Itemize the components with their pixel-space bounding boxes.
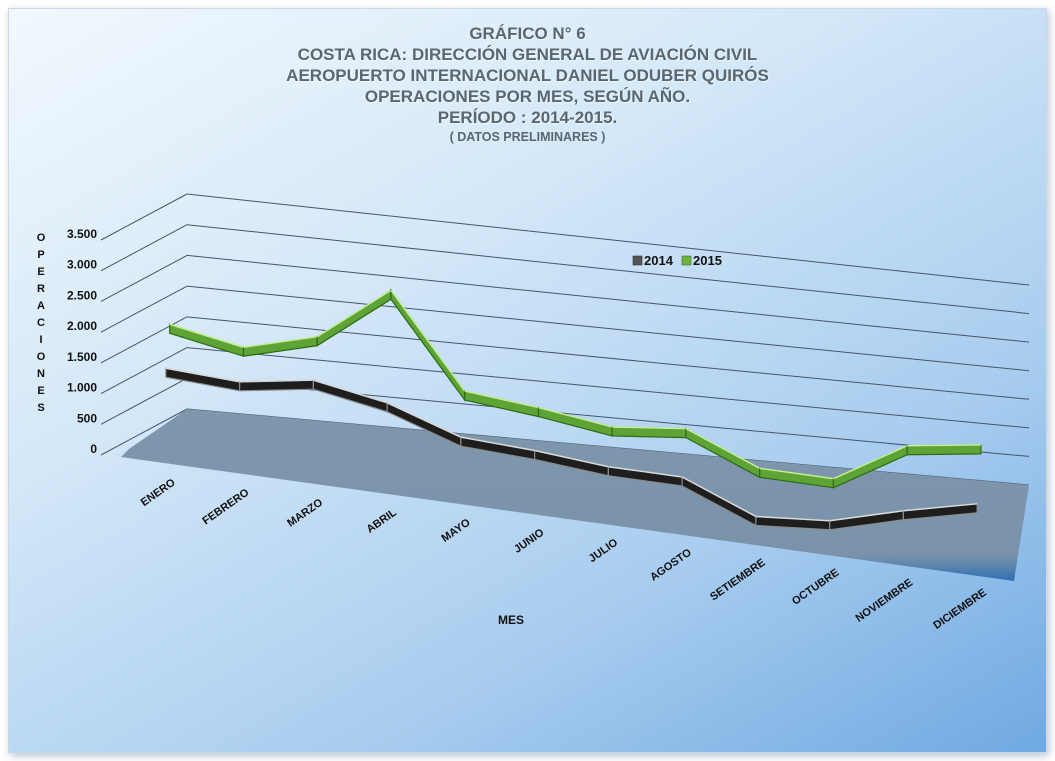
legend-label-2015: 2015	[693, 253, 722, 268]
series-2014-edge	[903, 503, 978, 512]
y-tick-label: 500	[77, 411, 97, 425]
x-tick-label: SETIEMBRE	[708, 557, 767, 604]
y-axis-title-letter: E	[37, 266, 44, 278]
grid-side-line	[100, 285, 188, 333]
y-axis-title-letter: S	[37, 402, 44, 414]
series-2015-segment	[242, 335, 318, 357]
chart-title-line-2: COSTA RICA: DIRECCIÓN GENERAL DE AVIACIÓ…	[297, 45, 758, 64]
series-2014-edge	[313, 379, 388, 404]
chart-frame: GRÁFICO N° 6 COSTA RICA: DIRECCIÓN GENER…	[8, 8, 1047, 753]
grid-side-line	[100, 224, 188, 272]
x-tick-label: FEBRERO	[200, 486, 251, 527]
y-tick-label: 2.500	[67, 288, 97, 302]
y-axis-title-letter: N	[37, 368, 45, 380]
grid-line	[186, 193, 1030, 286]
series-2014-edge	[534, 449, 609, 468]
series-2014-edge	[386, 402, 462, 438]
series-2015-edge	[243, 335, 318, 348]
legend-label-2014: 2014	[644, 253, 674, 268]
series-2015	[169, 288, 982, 489]
grid-side-line	[100, 377, 188, 425]
x-tick-label: OCTUBRE	[790, 567, 841, 608]
series-2014-edge	[608, 465, 683, 478]
y-axis-title-letter: O	[37, 351, 46, 363]
grid-line	[186, 254, 1030, 343]
x-tick-label: MAYO	[439, 516, 472, 544]
series-2015-edge	[464, 390, 539, 409]
series-2014	[165, 367, 978, 531]
y-axis-title-letter: E	[37, 385, 44, 397]
grid-side-line	[100, 316, 188, 364]
grid-side-line	[100, 347, 188, 395]
grid-side-line	[100, 408, 188, 456]
y-tick-label: 0	[90, 442, 97, 456]
series-2015-segment	[316, 289, 392, 347]
chart-floor	[121, 409, 1029, 581]
y-axis-title-letter: I	[39, 334, 42, 346]
y-tick-label: 1.500	[67, 350, 97, 364]
series-2015-edge	[685, 427, 761, 469]
series-2015-segment	[390, 288, 466, 402]
series-2014-edge	[460, 436, 535, 452]
series-2015-edge	[612, 426, 686, 430]
y-tick-label: 3.500	[67, 227, 97, 241]
chart-title-line-4: OPERACIONES POR MES, SEGÚN AÑO.	[364, 87, 691, 106]
x-tick-label: AGOSTO	[648, 546, 694, 583]
series-2014-edge	[165, 367, 240, 383]
y-axis-title-letter: O	[37, 232, 46, 244]
series-2015-edge	[538, 406, 613, 428]
series-2015-edge	[169, 323, 244, 348]
series-2015-edge	[759, 467, 834, 480]
y-tick-label: 3.000	[67, 258, 97, 272]
series-2014-edge	[755, 515, 830, 522]
chart-title-line-3: AEROPUERTO INTERNACIONAL DANIEL ODUBER Q…	[286, 66, 769, 85]
legend: 2014 2015	[632, 253, 722, 268]
x-tick-label: ENERO	[139, 476, 178, 509]
grid-line	[186, 285, 1030, 372]
series-2014-edge	[239, 379, 314, 383]
y-axis-title-letter: C	[37, 317, 45, 329]
y-tick-label: 2.000	[67, 319, 97, 333]
x-tick-label: ABRIL	[364, 506, 399, 535]
series-2015-edge	[316, 289, 392, 338]
chart-title-block: GRÁFICO N° 6 COSTA RICA: DIRECCIÓN GENER…	[9, 23, 1046, 146]
grid-line	[186, 347, 1030, 429]
x-tick-label: NOVIEMBRE	[854, 577, 915, 625]
series-2015-edge	[833, 445, 908, 480]
series-2015-edge	[390, 289, 466, 392]
x-tick-label: JULIO	[587, 536, 621, 565]
grid-line	[186, 224, 1030, 315]
grid-side-line	[100, 193, 188, 241]
x-tick-label: DICIEMBRE	[931, 587, 988, 632]
series-2015-edge	[907, 444, 981, 447]
chart-title-line-5: PERÍODO : 2014-2015.	[437, 108, 618, 127]
y-axis-title-letter: A	[37, 300, 45, 312]
chart-title-line-1: GRÁFICO N° 6	[469, 24, 586, 43]
series-2014-edge	[681, 476, 757, 518]
y-tick-label: 1.000	[67, 381, 97, 395]
x-tick-label: JUNIO	[512, 526, 547, 555]
x-tick-label: MARZO	[285, 496, 325, 529]
y-axis-title-letter: R	[37, 283, 45, 295]
y-axis-title-letter: P	[37, 249, 44, 261]
x-axis-title: MES	[498, 613, 524, 627]
series-2014-edge	[829, 509, 904, 522]
legend-swatch-2014	[632, 255, 643, 266]
series-2015-segment	[537, 406, 613, 437]
chart-subtitle: ( DATOS PRELIMINARES )	[449, 130, 606, 144]
grid-side-line	[100, 254, 188, 302]
series-2015-segment	[464, 390, 540, 418]
legend-swatch-2015	[681, 255, 692, 266]
